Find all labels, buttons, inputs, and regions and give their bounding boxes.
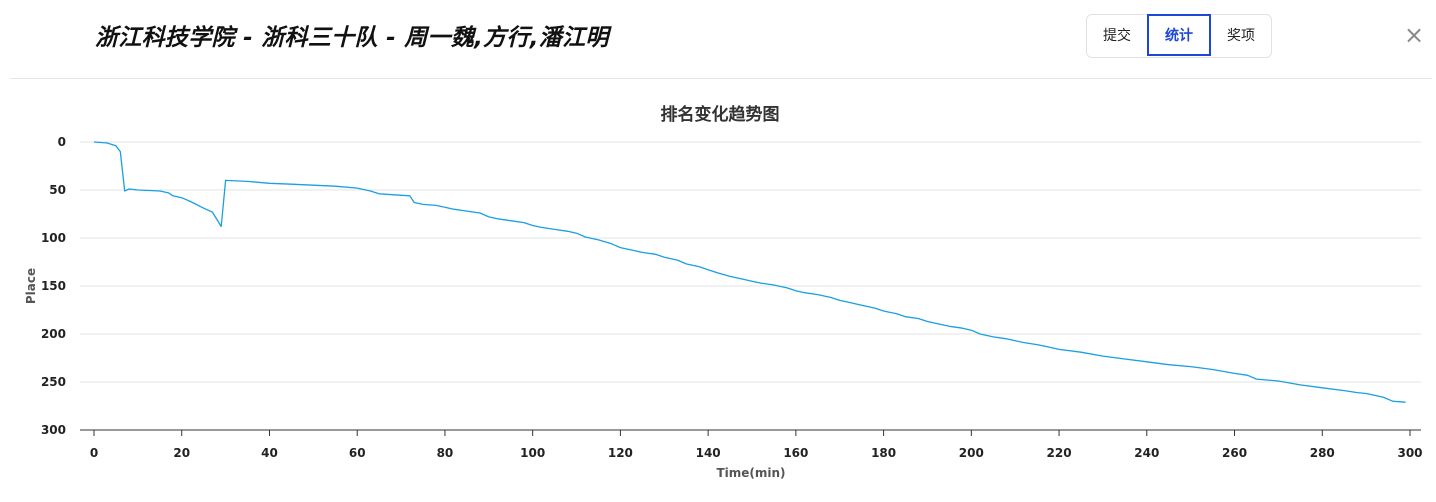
y-tick-label: 50: [49, 183, 66, 197]
x-tick-label: 60: [349, 446, 366, 460]
x-tick-label: 140: [696, 446, 721, 460]
y-tick-label: 100: [41, 231, 66, 245]
x-tick-label: 100: [520, 446, 545, 460]
x-tick-label: 280: [1310, 446, 1335, 460]
y-tick-label: 150: [41, 279, 66, 293]
x-tick-label: 120: [608, 446, 633, 460]
chart-grid: [80, 141, 1421, 431]
chart-title: 排名变化趋势图: [661, 104, 780, 125]
x-tick-label: 0: [90, 446, 98, 460]
y-tick-label: 300: [41, 423, 66, 437]
y-tick-label: 0: [58, 135, 66, 149]
x-axis-label: Time(min): [716, 466, 785, 480]
tab-statistics[interactable]: 统计: [1147, 14, 1211, 56]
close-icon[interactable]: ×: [1403, 21, 1425, 49]
chart-series: [93, 141, 1406, 403]
chart-axes: 0 50 100 150 200 250 300 0 20 40 60 80 100 120 140 160 1…: [41, 135, 1423, 460]
x-tick-label: 260: [1222, 446, 1247, 460]
x-tick-label: 200: [959, 446, 984, 460]
x-tick-label: 220: [1047, 446, 1072, 460]
x-tick-label: 240: [1134, 446, 1159, 460]
x-tick-label: 20: [173, 446, 190, 460]
y-tick-label: 250: [41, 375, 66, 389]
x-tick-label: 160: [783, 446, 808, 460]
tab-submissions[interactable]: 提交: [1103, 28, 1131, 44]
y-tick-label: 200: [41, 327, 66, 341]
header: 浙江科技学院 - 浙科三十队 - 周一魏,方行,潘江明 提交 统计 奖项 ×: [0, 0, 1436, 78]
team-title: 浙江科技学院 - 浙科三十队 - 周一魏,方行,潘江明: [95, 25, 609, 51]
x-tick-label: 300: [1397, 446, 1422, 460]
tab-awards[interactable]: 奖项: [1227, 28, 1255, 44]
header-divider: [10, 78, 1432, 79]
x-tick-label: 40: [261, 446, 278, 460]
y-axis-label: Place: [24, 268, 38, 304]
x-tick-label: 80: [437, 446, 454, 460]
view-tabs: 提交 统计 奖项: [1086, 14, 1272, 58]
x-tick-label: 180: [871, 446, 896, 460]
rank-series-line: [93, 141, 1406, 403]
